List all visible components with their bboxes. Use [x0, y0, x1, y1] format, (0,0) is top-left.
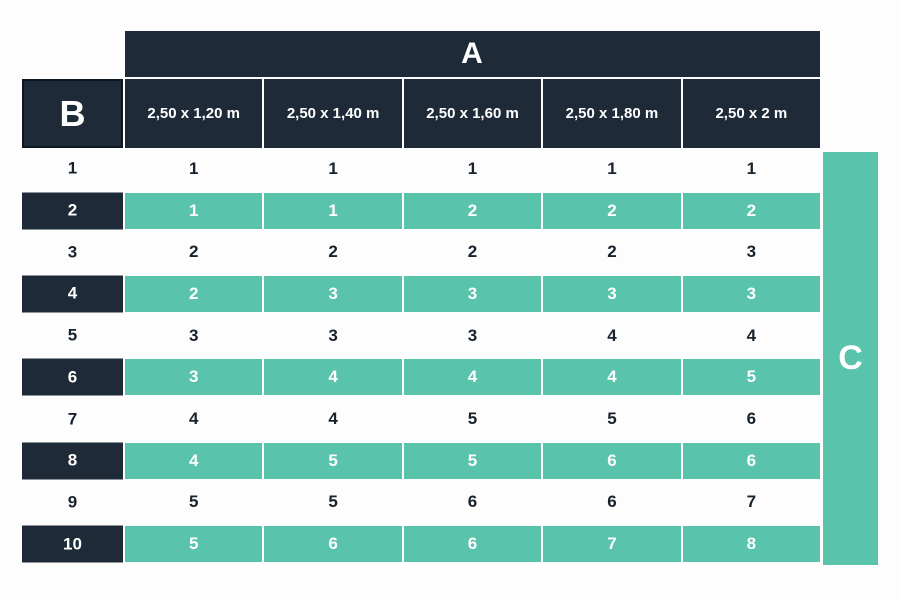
value-cell: 5 [682, 359, 821, 396]
column-group-header-a: A [125, 31, 820, 77]
value-cell: 4 [188, 409, 199, 429]
table-row: 1 1 1 1 1 1 [0, 148, 900, 190]
value-cell: 3 [328, 325, 338, 345]
row-label: 2 [22, 192, 123, 230]
value-cell: 3 [125, 359, 263, 396]
row-cells: 4 4 5 5 6 [125, 401, 820, 437]
value-cell: 1 [125, 192, 263, 229]
value-cell: 2 [607, 242, 617, 262]
value-cell: 3 [264, 275, 402, 312]
value-cell: 2 [467, 242, 478, 262]
value-cell: 3 [467, 325, 478, 345]
value-cell: 5 [328, 492, 338, 512]
value-cell: 6 [467, 492, 478, 512]
row-label: 8 [22, 442, 123, 480]
table-row: 10 5 6 6 7 8 [0, 523, 900, 565]
value-cell: 3 [188, 325, 199, 345]
value-cell: 4 [264, 359, 402, 396]
value-cell: 4 [403, 359, 542, 396]
value-cell: 2 [543, 192, 681, 229]
value-cell: 6 [264, 526, 402, 563]
row-label: 1 [67, 158, 78, 178]
value-cell: 4 [543, 359, 681, 396]
value-cell: 7 [543, 526, 681, 563]
value-cell: 1 [746, 158, 757, 178]
value-cell: 6 [543, 442, 681, 479]
value-cell: 8 [682, 526, 821, 563]
value-cell: 6 [682, 442, 821, 479]
value-cell: 1 [328, 158, 338, 178]
column-header: 2,50 x 1,40 m [264, 79, 402, 148]
table-row: 9 5 5 6 6 7 [0, 482, 900, 524]
value-cell: 6 [746, 409, 757, 429]
value-cell: 4 [607, 325, 617, 345]
value-cell: 4 [328, 409, 338, 429]
side-label-c: C [823, 152, 878, 565]
table-row: 7 4 4 5 5 6 [0, 398, 900, 440]
table-row: 5 3 3 3 4 4 [0, 315, 900, 357]
row-label: 10 [22, 525, 123, 563]
row-label: 5 [67, 325, 78, 345]
value-cell: 5 [125, 526, 263, 563]
value-cell: 1 [264, 192, 402, 229]
row-label: 9 [67, 492, 78, 512]
row-label: 3 [67, 242, 78, 262]
value-cell: 1 [467, 158, 478, 178]
table-row: 3 2 2 2 2 3 [0, 231, 900, 273]
value-cell: 2 [403, 192, 542, 229]
column-header: 2,50 x 1,20 m [125, 79, 263, 148]
value-cell: 2 [188, 242, 199, 262]
value-cell: 4 [746, 325, 757, 345]
value-cell: 3 [746, 242, 757, 262]
value-cell: 5 [403, 442, 542, 479]
value-cell: 6 [607, 492, 617, 512]
row-cells: 3 3 3 4 4 [125, 318, 820, 354]
value-cell: 3 [682, 275, 821, 312]
value-cell: 5 [467, 409, 478, 429]
value-cell: 3 [543, 275, 681, 312]
row-cells: 1 1 1 1 1 [125, 151, 820, 187]
row-cells: 5 5 6 6 7 [125, 484, 820, 520]
value-cell: 1 [188, 158, 199, 178]
column-header: 2,50 x 1,60 m [403, 79, 542, 148]
row-group-header-b: B [22, 79, 123, 148]
value-cell: 5 [607, 409, 617, 429]
column-header: 2,50 x 2 m [682, 79, 821, 148]
row-label: 4 [22, 275, 123, 313]
row-label: 6 [22, 358, 123, 396]
value-cell: 1 [607, 158, 617, 178]
value-cell: 5 [188, 492, 199, 512]
value-cell: 2 [682, 192, 821, 229]
column-header: 2,50 x 1,80 m [543, 79, 681, 148]
value-cell: 7 [746, 492, 757, 512]
row-cells: 2 2 2 2 3 [125, 234, 820, 270]
row-label: 7 [67, 409, 78, 429]
value-cell: 5 [264, 442, 402, 479]
value-cell: 4 [125, 442, 263, 479]
value-cell: 2 [125, 275, 263, 312]
value-cell: 6 [403, 526, 542, 563]
value-cell: 2 [328, 242, 338, 262]
value-cell: 3 [403, 275, 542, 312]
